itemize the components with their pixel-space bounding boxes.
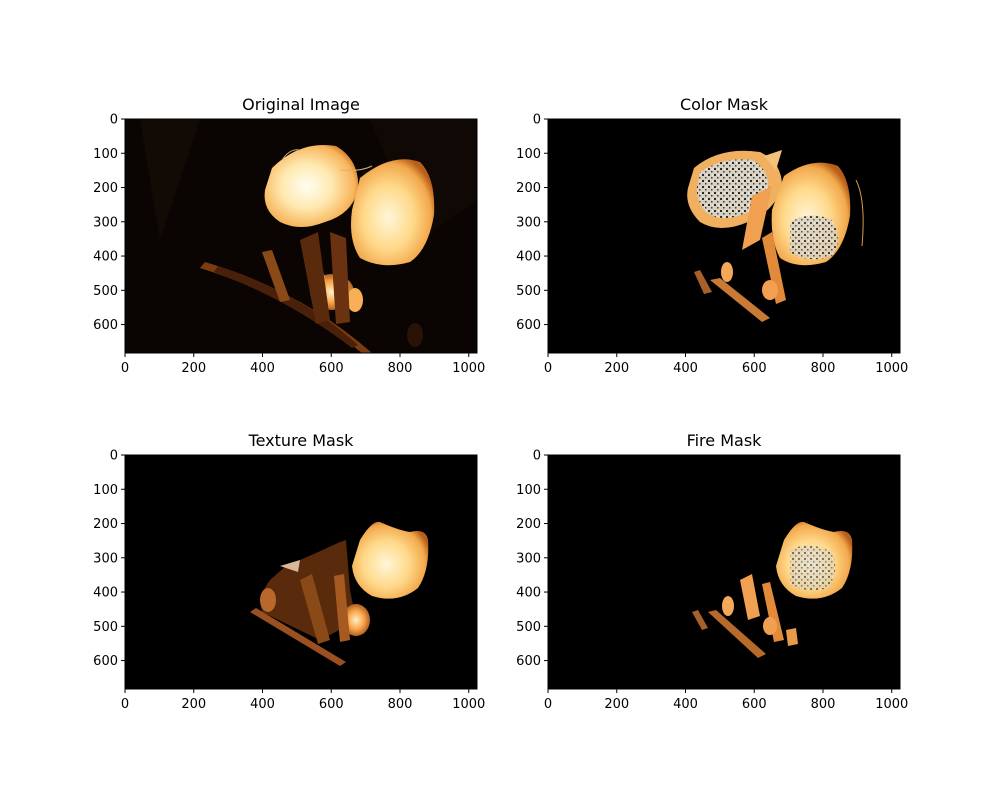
image-area — [125, 455, 477, 689]
x-tick-label: 400 — [250, 361, 275, 376]
y-tick-label: 300 — [93, 215, 118, 230]
y-tick-label: 400 — [93, 250, 118, 265]
x-axis-ticks: 0 200 400 600 800 1000 — [121, 689, 485, 712]
image-area — [125, 119, 477, 353]
y-tick-label: 0 — [533, 113, 541, 128]
x-tick-label: 800 — [811, 361, 836, 376]
y-tick-label: 200 — [93, 181, 118, 196]
y-tick-label: 400 — [93, 586, 118, 601]
panel-texture-mask: Texture Mask 0 200 400 600 800 1000 0 100 200 30… — [93, 431, 485, 712]
x-tick-label: 200 — [604, 697, 629, 712]
panel-original-image: Original Image 0 200 400 600 800 1000 — [93, 95, 485, 376]
x-tick-label: 1000 — [452, 361, 485, 376]
x-tick-label: 800 — [388, 361, 413, 376]
y-tick-label: 200 — [516, 181, 541, 196]
x-tick-label: 0 — [544, 361, 552, 376]
y-tick-label: 100 — [516, 483, 541, 498]
x-tick-label: 800 — [388, 697, 413, 712]
y-tick-label: 600 — [93, 654, 118, 669]
y-tick-label: 600 — [516, 318, 541, 333]
y-tick-label: 500 — [516, 620, 541, 635]
y-tick-label: 400 — [516, 586, 541, 601]
panel-title: Original Image — [242, 95, 360, 114]
y-axis-ticks: 0 100 200 300 400 500 600 — [516, 113, 548, 333]
x-tick-label: 200 — [181, 697, 206, 712]
y-axis-ticks: 0 100 200 300 400 500 600 — [93, 113, 125, 333]
y-tick-label: 600 — [93, 318, 118, 333]
x-tick-label: 0 — [121, 361, 129, 376]
x-tick-label: 600 — [319, 361, 344, 376]
y-tick-label: 100 — [93, 483, 118, 498]
y-tick-label: 300 — [516, 215, 541, 230]
y-tick-label: 600 — [516, 654, 541, 669]
image-area — [548, 119, 900, 353]
y-tick-label: 400 — [516, 250, 541, 265]
axis-frame — [547, 454, 901, 690]
axis-frame — [124, 118, 478, 354]
y-tick-label: 0 — [533, 449, 541, 464]
x-tick-label: 400 — [250, 697, 275, 712]
panel-title: Texture Mask — [248, 431, 355, 450]
x-tick-label: 0 — [121, 697, 129, 712]
y-tick-label: 0 — [110, 113, 118, 128]
panel-fire-mask: Fire Mask 0 200 400 600 800 1000 0 100 200 300 40… — [516, 431, 908, 712]
image-area — [548, 455, 900, 689]
y-tick-label: 500 — [93, 284, 118, 299]
y-tick-label: 0 — [110, 449, 118, 464]
axis-frame — [124, 454, 478, 690]
x-tick-label: 800 — [811, 697, 836, 712]
x-tick-label: 600 — [742, 361, 767, 376]
x-tick-label: 1000 — [875, 697, 908, 712]
x-axis-ticks: 0 200 400 600 800 1000 — [544, 353, 908, 376]
axis-frame — [547, 118, 901, 354]
x-axis-ticks: 0 200 400 600 800 1000 — [544, 689, 908, 712]
y-axis-ticks: 0 100 200 300 400 500 600 — [93, 449, 125, 669]
x-tick-label: 0 — [544, 697, 552, 712]
panel-title: Fire Mask — [687, 431, 763, 450]
y-tick-label: 300 — [516, 551, 541, 566]
y-tick-label: 300 — [93, 551, 118, 566]
x-tick-label: 600 — [319, 697, 344, 712]
y-tick-label: 500 — [93, 620, 118, 635]
x-tick-label: 200 — [604, 361, 629, 376]
x-tick-label: 600 — [742, 697, 767, 712]
x-tick-label: 400 — [673, 361, 698, 376]
y-tick-label: 200 — [516, 517, 541, 532]
panel-title: Color Mask — [680, 95, 769, 114]
x-tick-label: 1000 — [875, 361, 908, 376]
y-tick-label: 100 — [93, 147, 118, 162]
y-tick-label: 100 — [516, 147, 541, 162]
x-tick-label: 200 — [181, 361, 206, 376]
x-tick-label: 400 — [673, 697, 698, 712]
x-axis-ticks: 0 200 400 600 800 1000 — [121, 353, 485, 376]
x-tick-label: 1000 — [452, 697, 485, 712]
panel-color-mask: Color Mask 0 200 400 600 800 1000 0 100 200 300 4… — [516, 95, 908, 376]
y-tick-label: 500 — [516, 284, 541, 299]
y-axis-ticks: 0 100 200 300 400 500 600 — [516, 449, 548, 669]
y-tick-label: 200 — [93, 517, 118, 532]
